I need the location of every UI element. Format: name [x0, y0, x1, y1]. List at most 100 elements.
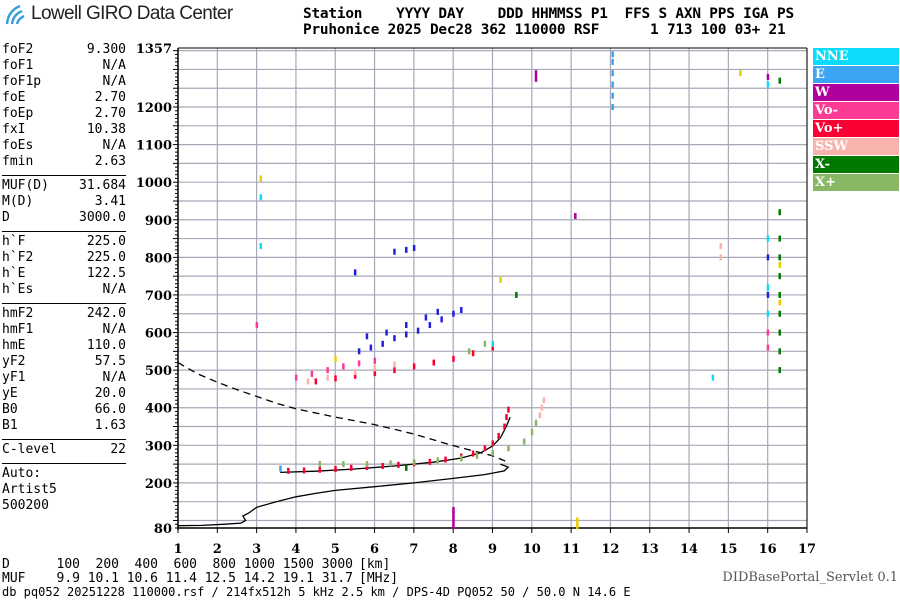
data-point-vo [432, 359, 436, 366]
data-point-yellow [576, 517, 579, 524]
x-tick-label: 6 [370, 542, 379, 557]
data-point-w [381, 340, 384, 347]
data-point-vo [393, 367, 396, 374]
data-point-magenta [452, 506, 455, 513]
param-name: h`F [2, 234, 26, 249]
muf-row: MUF 9.9 10.1 10.6 11.4 12.5 14.2 19.1 31.7 [MHz] [2, 571, 398, 586]
param-row: hmF1 N/A [2, 322, 126, 338]
param-value: N/A [102, 370, 126, 385]
data-point-x [515, 291, 518, 298]
data-point-w [766, 291, 770, 298]
data-point-x [778, 310, 781, 317]
param-name: foE [2, 90, 26, 105]
parameters-panel: foF2 9.300 foF1 N/A foF1p N/A foE 2.70 foEp 2.70 f… [2, 42, 126, 514]
footer-cell: 10.6 [126, 571, 158, 586]
data-point-yellow [334, 355, 337, 362]
data-point-vo [497, 432, 500, 439]
y-tick-label: 1200 [136, 101, 172, 116]
data-point-w [440, 316, 443, 323]
param-name: h`F2 [2, 250, 34, 265]
param-value: N/A [102, 282, 126, 297]
data-point-yellow [778, 299, 781, 306]
param-name: yF1 [2, 370, 26, 385]
param-value: 66.0 [94, 402, 126, 417]
x-tick-label: 3 [252, 542, 261, 557]
x-tick-label: 1 [173, 542, 182, 557]
data-point-w [393, 248, 396, 255]
legend-item-vominus: Vo- [813, 102, 899, 119]
data-point-w [385, 329, 388, 336]
x-tick-label: 2 [213, 542, 222, 557]
param-row: C-level 22 [2, 442, 126, 458]
y-tick-label: 200 [145, 477, 172, 492]
param-row: D 3000.0 [2, 210, 126, 226]
data-point-x [530, 429, 534, 436]
data-point-vo [471, 350, 475, 357]
data-point-vo [397, 461, 400, 468]
data-point-vo [503, 423, 506, 430]
logo: Lowell GIRO Data Center [4, 3, 233, 25]
footer-cell: 11.4 [165, 571, 197, 586]
data-point-x [405, 464, 408, 471]
param-name: hmE [2, 338, 26, 353]
x-tick-label: 11 [562, 542, 580, 557]
x-tick-label: 15 [719, 542, 737, 557]
param-row: fxI 10.38 [2, 122, 126, 138]
param-row: h`F2 225.0 [2, 250, 126, 266]
data-point-e [611, 92, 614, 99]
header-values: Pruhonice 2025 Dec28 362 110000 RSF 1 71… [303, 22, 786, 38]
param-name: h`E [2, 266, 26, 281]
x-tick-label: 10 [523, 542, 541, 557]
data-point-vo [318, 466, 322, 473]
param-name: foEs [2, 138, 34, 153]
footer-cell: 100 [56, 557, 80, 572]
param-row: 500200 [2, 498, 126, 514]
x-tick-label: 4 [291, 542, 300, 557]
data-point-w [405, 246, 408, 253]
data-point-e [279, 465, 282, 472]
data-point-vo [357, 360, 361, 367]
data-point-yellow [576, 523, 579, 530]
x-tick-label: 9 [488, 542, 497, 557]
data-point-x [778, 254, 781, 261]
data-point-w [436, 308, 439, 315]
legend-item-nne: NNE [813, 48, 899, 65]
data-point-w [405, 331, 408, 338]
param-row: foEp 2.70 [2, 106, 126, 122]
x-tick-label: 5 [331, 542, 340, 557]
footer-cell: 200 [95, 557, 119, 572]
param-row: foE 2.70 [2, 90, 126, 106]
data-point-vo [314, 378, 318, 385]
data-point-vo [287, 467, 290, 474]
param-name: fmin [2, 154, 34, 169]
data-point-x [778, 367, 781, 374]
footer-cell: 31.7 [321, 571, 353, 586]
data-point-w [369, 344, 373, 351]
data-point-nne [711, 374, 715, 381]
x-tick-label: 17 [798, 542, 816, 557]
separator [2, 303, 126, 304]
param-value: 225.0 [86, 250, 126, 265]
param-row: foF2 9.300 [2, 42, 126, 58]
param-name: D [2, 210, 10, 225]
param-row: fmin 2.63 [2, 154, 126, 170]
footer-unit: [km] [359, 557, 391, 572]
param-row: h`Es N/A [2, 282, 126, 298]
data-point-vo [302, 467, 306, 474]
data-point-w [766, 254, 770, 261]
data-point-x [389, 460, 392, 467]
data-point-x [365, 461, 369, 468]
legend-item-xminus: X- [813, 156, 899, 173]
separator [2, 463, 126, 464]
x-tick-label: 14 [680, 542, 698, 557]
data-point-vo [334, 465, 337, 472]
y-tick-label: 500 [145, 364, 172, 379]
param-value: 2.63 [94, 154, 126, 169]
param-value: 31.684 [79, 178, 126, 193]
param-row: hmF2 242.0 [2, 306, 126, 322]
data-point-vo [491, 440, 494, 447]
data-point-yellow [778, 261, 781, 268]
data-point-w [357, 348, 361, 355]
data-point-vo [428, 458, 432, 465]
